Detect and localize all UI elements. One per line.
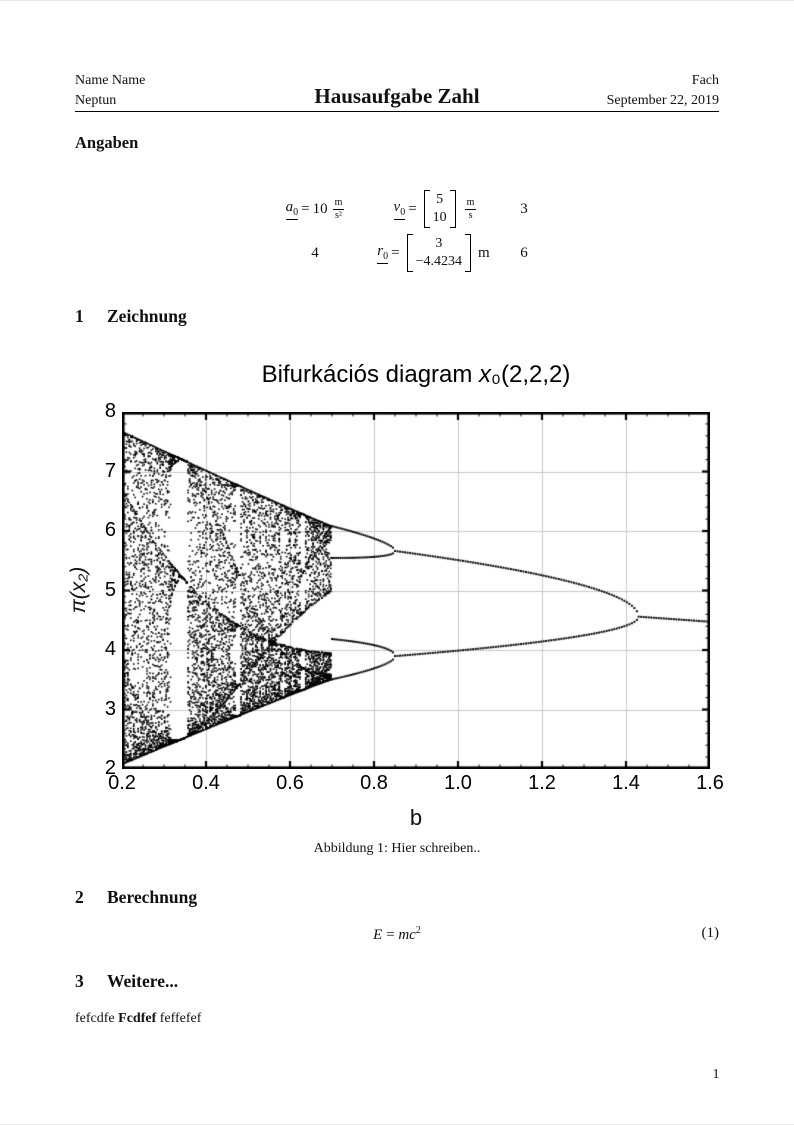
equation-lead-4: 4 <box>311 244 319 261</box>
equation-a0: a0 = 10 m s² <box>285 197 345 221</box>
equation-tag-3: 3 <box>520 200 528 217</box>
x-tick-label: 0.6 <box>276 772 304 794</box>
header-left: Name Name Neptun <box>75 71 145 111</box>
y-tick-label: 8 <box>104 400 116 422</box>
y-tick-label: 5 <box>104 578 116 601</box>
x-tick-label: 1.2 <box>528 772 556 794</box>
y-tick-label: 7 <box>104 459 116 482</box>
x-tick-label: 1.6 <box>696 772 724 794</box>
equation-emc2: E = mc2 <box>373 925 421 943</box>
section-2-heading: 2 Berechnung <box>75 887 198 907</box>
equation-tag-6: 6 <box>520 244 528 261</box>
section-1-heading: 1 Zeichnung <box>75 306 187 326</box>
header-rule <box>75 111 719 112</box>
document-title: Hausaufgabe Zahl <box>314 84 480 108</box>
header-subject: Fach <box>691 73 719 88</box>
x-axis-label: b <box>409 805 423 830</box>
x-tick-label: 0.8 <box>360 772 388 794</box>
x-tick-label: 1.4 <box>612 772 640 794</box>
header-right: Fach September 22, 2019 <box>607 71 719 111</box>
figure-title: Bifurkációs diagram x₀(2,2,2) <box>261 361 571 388</box>
column-vector-v0: 5 10 <box>423 189 456 229</box>
page-number: 1 <box>712 1067 720 1082</box>
y-tick-label: 3 <box>104 697 116 720</box>
figure-caption: Abbildung 1: Hier schreiben.. <box>313 841 481 856</box>
x-tick-label: 0.4 <box>192 772 220 794</box>
y-tick-label: 4 <box>104 638 116 660</box>
header-neptun: Neptun <box>75 93 117 108</box>
header-date: September 22, 2019 <box>606 93 719 108</box>
column-vector-r0: 3 −4.4234 <box>406 233 472 273</box>
unit-fraction-m-s: m s <box>464 197 477 221</box>
y-tick-label: 2 <box>104 757 116 779</box>
body-paragraph: fefcdfe Fcdfef feffefef <box>75 1011 202 1026</box>
unit-fraction-m-s2: m s² <box>332 197 345 221</box>
equation-v0: v0 = 5 10 m s <box>370 187 500 231</box>
section-3-heading: 3 Weitere... <box>75 971 179 991</box>
x-tick-label: 0.2 <box>108 772 136 794</box>
equation-number: (1) <box>701 925 720 941</box>
x-tick-label: 1.0 <box>444 772 472 794</box>
given-equations-block: a0 = 10 m s² v0 = 5 10 m s <box>260 187 548 275</box>
y-tick-label: 6 <box>104 519 116 541</box>
bifurcation-plot-canvas <box>122 412 710 769</box>
heading-angaben: Angaben <box>75 133 139 152</box>
equation-r0: r0 = 3 −4.4234 m <box>370 231 500 275</box>
header-name: Name Name <box>75 73 146 88</box>
